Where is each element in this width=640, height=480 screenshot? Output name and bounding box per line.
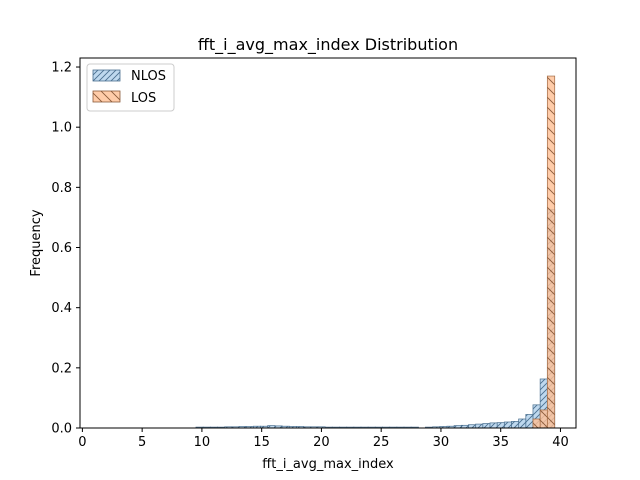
x-axis-ticks: 0 5 10 15 20 25 30 35 40 <box>78 428 569 450</box>
y-tick-label: 0.6 <box>51 241 72 256</box>
x-tick-label: 25 <box>373 435 390 450</box>
bar-los-2 <box>546 75 556 429</box>
bar-nlos-42 <box>503 421 513 429</box>
y-axis-ticks: 0.0 0.2 0.4 0.6 0.8 1.0 1.2 <box>51 61 80 437</box>
y-tick-label: 0.2 <box>51 361 72 376</box>
x-tick-label: 5 <box>138 435 146 450</box>
x-tick-label: 10 <box>194 435 211 450</box>
y-tick-label: 1.2 <box>51 61 72 76</box>
legend-swatch-nlos <box>92 69 121 82</box>
legend-swatch-los <box>92 90 121 103</box>
y-tick-label: 0.8 <box>51 181 72 196</box>
bar-nlos-38 <box>475 423 484 429</box>
x-tick-label: 15 <box>253 435 270 450</box>
y-tick-label: 0.4 <box>51 301 72 316</box>
bar-nlos-45 <box>525 414 534 429</box>
legend: NLOS LOS <box>86 63 175 112</box>
bar-nlos-40 <box>489 422 498 429</box>
legend-label-nlos: NLOS <box>131 69 166 84</box>
x-tick-label: 35 <box>492 435 509 450</box>
chart-title: fft_i_avg_max_index Distribution <box>198 35 458 55</box>
bar-nlos-43 <box>511 421 520 429</box>
bar-nlos-44 <box>518 418 527 429</box>
x-tick-label: 20 <box>313 435 330 450</box>
bar-los-0 <box>532 418 541 429</box>
legend-label-los: LOS <box>131 91 156 106</box>
bar-los-1 <box>539 409 548 429</box>
y-tick-label: 1.0 <box>51 121 72 136</box>
x-axis-label: fft_i_avg_max_index <box>262 457 394 472</box>
y-tick-label: 0.0 <box>51 422 72 437</box>
plot-frame <box>79 57 577 429</box>
x-tick-label: 0 <box>78 435 86 450</box>
bar-nlos-39 <box>482 423 491 429</box>
y-axis-label: Frequency <box>29 209 44 276</box>
bar-nlos-41 <box>496 422 505 429</box>
x-tick-label: 40 <box>552 435 569 450</box>
x-tick-label: 30 <box>433 435 450 450</box>
